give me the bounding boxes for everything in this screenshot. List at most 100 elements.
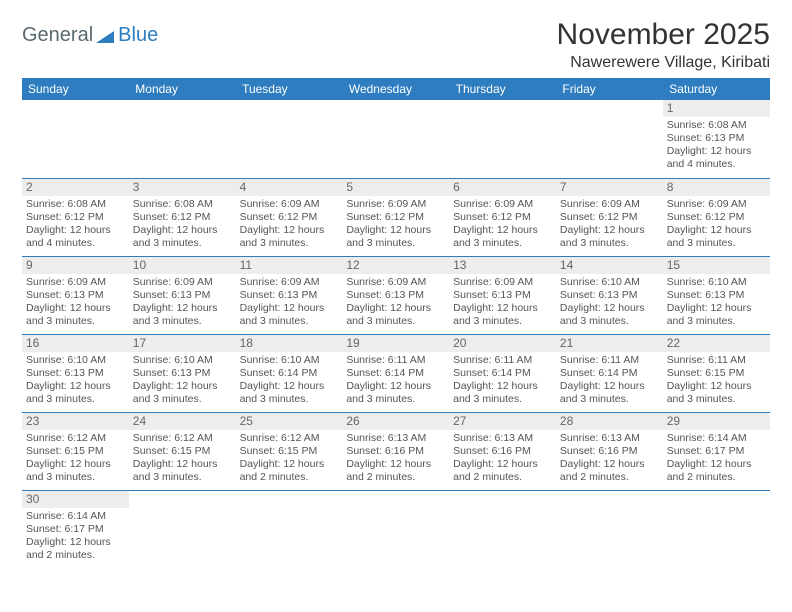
day-number: 11 [236, 257, 343, 274]
sunrise-text: Sunrise: 6:14 AM [667, 432, 766, 445]
calendar-cell [236, 100, 343, 178]
daylight-text: Daylight: 12 hours and 3 minutes. [346, 302, 445, 328]
calendar-cell: 3Sunrise: 6:08 AMSunset: 6:12 PMDaylight… [129, 178, 236, 256]
sunrise-text: Sunrise: 6:09 AM [667, 198, 766, 211]
calendar-cell: 25Sunrise: 6:12 AMSunset: 6:15 PMDayligh… [236, 412, 343, 490]
sunset-text: Sunset: 6:14 PM [453, 367, 552, 380]
calendar-week: 16Sunrise: 6:10 AMSunset: 6:13 PMDayligh… [22, 334, 770, 412]
sunrise-text: Sunrise: 6:09 AM [346, 276, 445, 289]
weekday-header: Saturday [663, 78, 770, 100]
daylight-text: Daylight: 12 hours and 3 minutes. [240, 302, 339, 328]
sunset-text: Sunset: 6:12 PM [560, 211, 659, 224]
sunrise-text: Sunrise: 6:10 AM [240, 354, 339, 367]
daylight-text: Daylight: 12 hours and 2 minutes. [26, 536, 125, 562]
calendar-cell [129, 490, 236, 568]
calendar-cell: 28Sunrise: 6:13 AMSunset: 6:16 PMDayligh… [556, 412, 663, 490]
sunrise-text: Sunrise: 6:12 AM [133, 432, 232, 445]
calendar-week: 23Sunrise: 6:12 AMSunset: 6:15 PMDayligh… [22, 412, 770, 490]
daylight-text: Daylight: 12 hours and 3 minutes. [26, 380, 125, 406]
sunrise-text: Sunrise: 6:11 AM [346, 354, 445, 367]
calendar-cell: 18Sunrise: 6:10 AMSunset: 6:14 PMDayligh… [236, 334, 343, 412]
sunset-text: Sunset: 6:16 PM [346, 445, 445, 458]
sunrise-text: Sunrise: 6:08 AM [26, 198, 125, 211]
day-number: 25 [236, 413, 343, 430]
daylight-text: Daylight: 12 hours and 3 minutes. [240, 380, 339, 406]
sunrise-text: Sunrise: 6:11 AM [667, 354, 766, 367]
calendar-cell: 10Sunrise: 6:09 AMSunset: 6:13 PMDayligh… [129, 256, 236, 334]
day-number: 10 [129, 257, 236, 274]
daylight-text: Daylight: 12 hours and 3 minutes. [560, 380, 659, 406]
sunrise-text: Sunrise: 6:10 AM [133, 354, 232, 367]
sunset-text: Sunset: 6:13 PM [667, 132, 766, 145]
calendar-cell: 17Sunrise: 6:10 AMSunset: 6:13 PMDayligh… [129, 334, 236, 412]
sunrise-text: Sunrise: 6:10 AM [26, 354, 125, 367]
sunset-text: Sunset: 6:15 PM [240, 445, 339, 458]
day-number: 30 [22, 491, 129, 508]
calendar-cell: 26Sunrise: 6:13 AMSunset: 6:16 PMDayligh… [342, 412, 449, 490]
calendar-cell: 15Sunrise: 6:10 AMSunset: 6:13 PMDayligh… [663, 256, 770, 334]
calendar-week: 2Sunrise: 6:08 AMSunset: 6:12 PMDaylight… [22, 178, 770, 256]
month-title: November 2025 [557, 18, 770, 52]
sunrise-text: Sunrise: 6:09 AM [346, 198, 445, 211]
daylight-text: Daylight: 12 hours and 3 minutes. [560, 302, 659, 328]
sunrise-text: Sunrise: 6:08 AM [667, 119, 766, 132]
sunset-text: Sunset: 6:12 PM [453, 211, 552, 224]
daylight-text: Daylight: 12 hours and 3 minutes. [133, 458, 232, 484]
sunrise-text: Sunrise: 6:09 AM [26, 276, 125, 289]
sunrise-text: Sunrise: 6:11 AM [453, 354, 552, 367]
daylight-text: Daylight: 12 hours and 3 minutes. [26, 302, 125, 328]
daylight-text: Daylight: 12 hours and 3 minutes. [667, 380, 766, 406]
sunset-text: Sunset: 6:12 PM [346, 211, 445, 224]
sunset-text: Sunset: 6:13 PM [453, 289, 552, 302]
calendar-cell: 6Sunrise: 6:09 AMSunset: 6:12 PMDaylight… [449, 178, 556, 256]
sunrise-text: Sunrise: 6:09 AM [240, 276, 339, 289]
day-number: 17 [129, 335, 236, 352]
daylight-text: Daylight: 12 hours and 2 minutes. [560, 458, 659, 484]
sunset-text: Sunset: 6:13 PM [240, 289, 339, 302]
calendar-cell [556, 100, 663, 178]
sunset-text: Sunset: 6:12 PM [26, 211, 125, 224]
day-number: 8 [663, 179, 770, 196]
day-number: 14 [556, 257, 663, 274]
daylight-text: Daylight: 12 hours and 3 minutes. [560, 224, 659, 250]
calendar-cell: 14Sunrise: 6:10 AMSunset: 6:13 PMDayligh… [556, 256, 663, 334]
sunrise-text: Sunrise: 6:12 AM [240, 432, 339, 445]
daylight-text: Daylight: 12 hours and 4 minutes. [667, 145, 766, 171]
calendar-cell: 12Sunrise: 6:09 AMSunset: 6:13 PMDayligh… [342, 256, 449, 334]
sunset-text: Sunset: 6:15 PM [133, 445, 232, 458]
calendar-week: 1Sunrise: 6:08 AMSunset: 6:13 PMDaylight… [22, 100, 770, 178]
title-block: November 2025 Nawerewere Village, Kiriba… [557, 18, 770, 72]
sunrise-text: Sunrise: 6:10 AM [667, 276, 766, 289]
day-number: 19 [342, 335, 449, 352]
calendar-cell [449, 490, 556, 568]
day-number: 28 [556, 413, 663, 430]
calendar-cell: 13Sunrise: 6:09 AMSunset: 6:13 PMDayligh… [449, 256, 556, 334]
day-number: 7 [556, 179, 663, 196]
calendar-cell: 21Sunrise: 6:11 AMSunset: 6:14 PMDayligh… [556, 334, 663, 412]
sunrise-text: Sunrise: 6:12 AM [26, 432, 125, 445]
weekday-header: Friday [556, 78, 663, 100]
day-number: 15 [663, 257, 770, 274]
weekday-header: Tuesday [236, 78, 343, 100]
day-number: 29 [663, 413, 770, 430]
calendar-week: 9Sunrise: 6:09 AMSunset: 6:13 PMDaylight… [22, 256, 770, 334]
sunset-text: Sunset: 6:13 PM [26, 367, 125, 380]
calendar-cell: 11 Sunrise: 6:09 AMSunset: 6:13 PMDayligh… [236, 256, 343, 334]
day-number: 22 [663, 335, 770, 352]
sunset-text: Sunset: 6:14 PM [346, 367, 445, 380]
weekday-header: Wednesday [342, 78, 449, 100]
day-number: 20 [449, 335, 556, 352]
weekday-header: Monday [129, 78, 236, 100]
sunset-text: Sunset: 6:16 PM [453, 445, 552, 458]
daylight-text: Daylight: 12 hours and 2 minutes. [667, 458, 766, 484]
day-number: 6 [449, 179, 556, 196]
day-number: 23 [22, 413, 129, 430]
calendar-cell: 27Sunrise: 6:13 AMSunset: 6:16 PMDayligh… [449, 412, 556, 490]
sunrise-text: Sunrise: 6:09 AM [560, 198, 659, 211]
daylight-text: Daylight: 12 hours and 3 minutes. [453, 224, 552, 250]
daylight-text: Daylight: 12 hours and 2 minutes. [453, 458, 552, 484]
day-number: 4 [236, 179, 343, 196]
daylight-text: Daylight: 12 hours and 3 minutes. [346, 380, 445, 406]
sunset-text: Sunset: 6:12 PM [240, 211, 339, 224]
sail-icon [96, 29, 116, 45]
